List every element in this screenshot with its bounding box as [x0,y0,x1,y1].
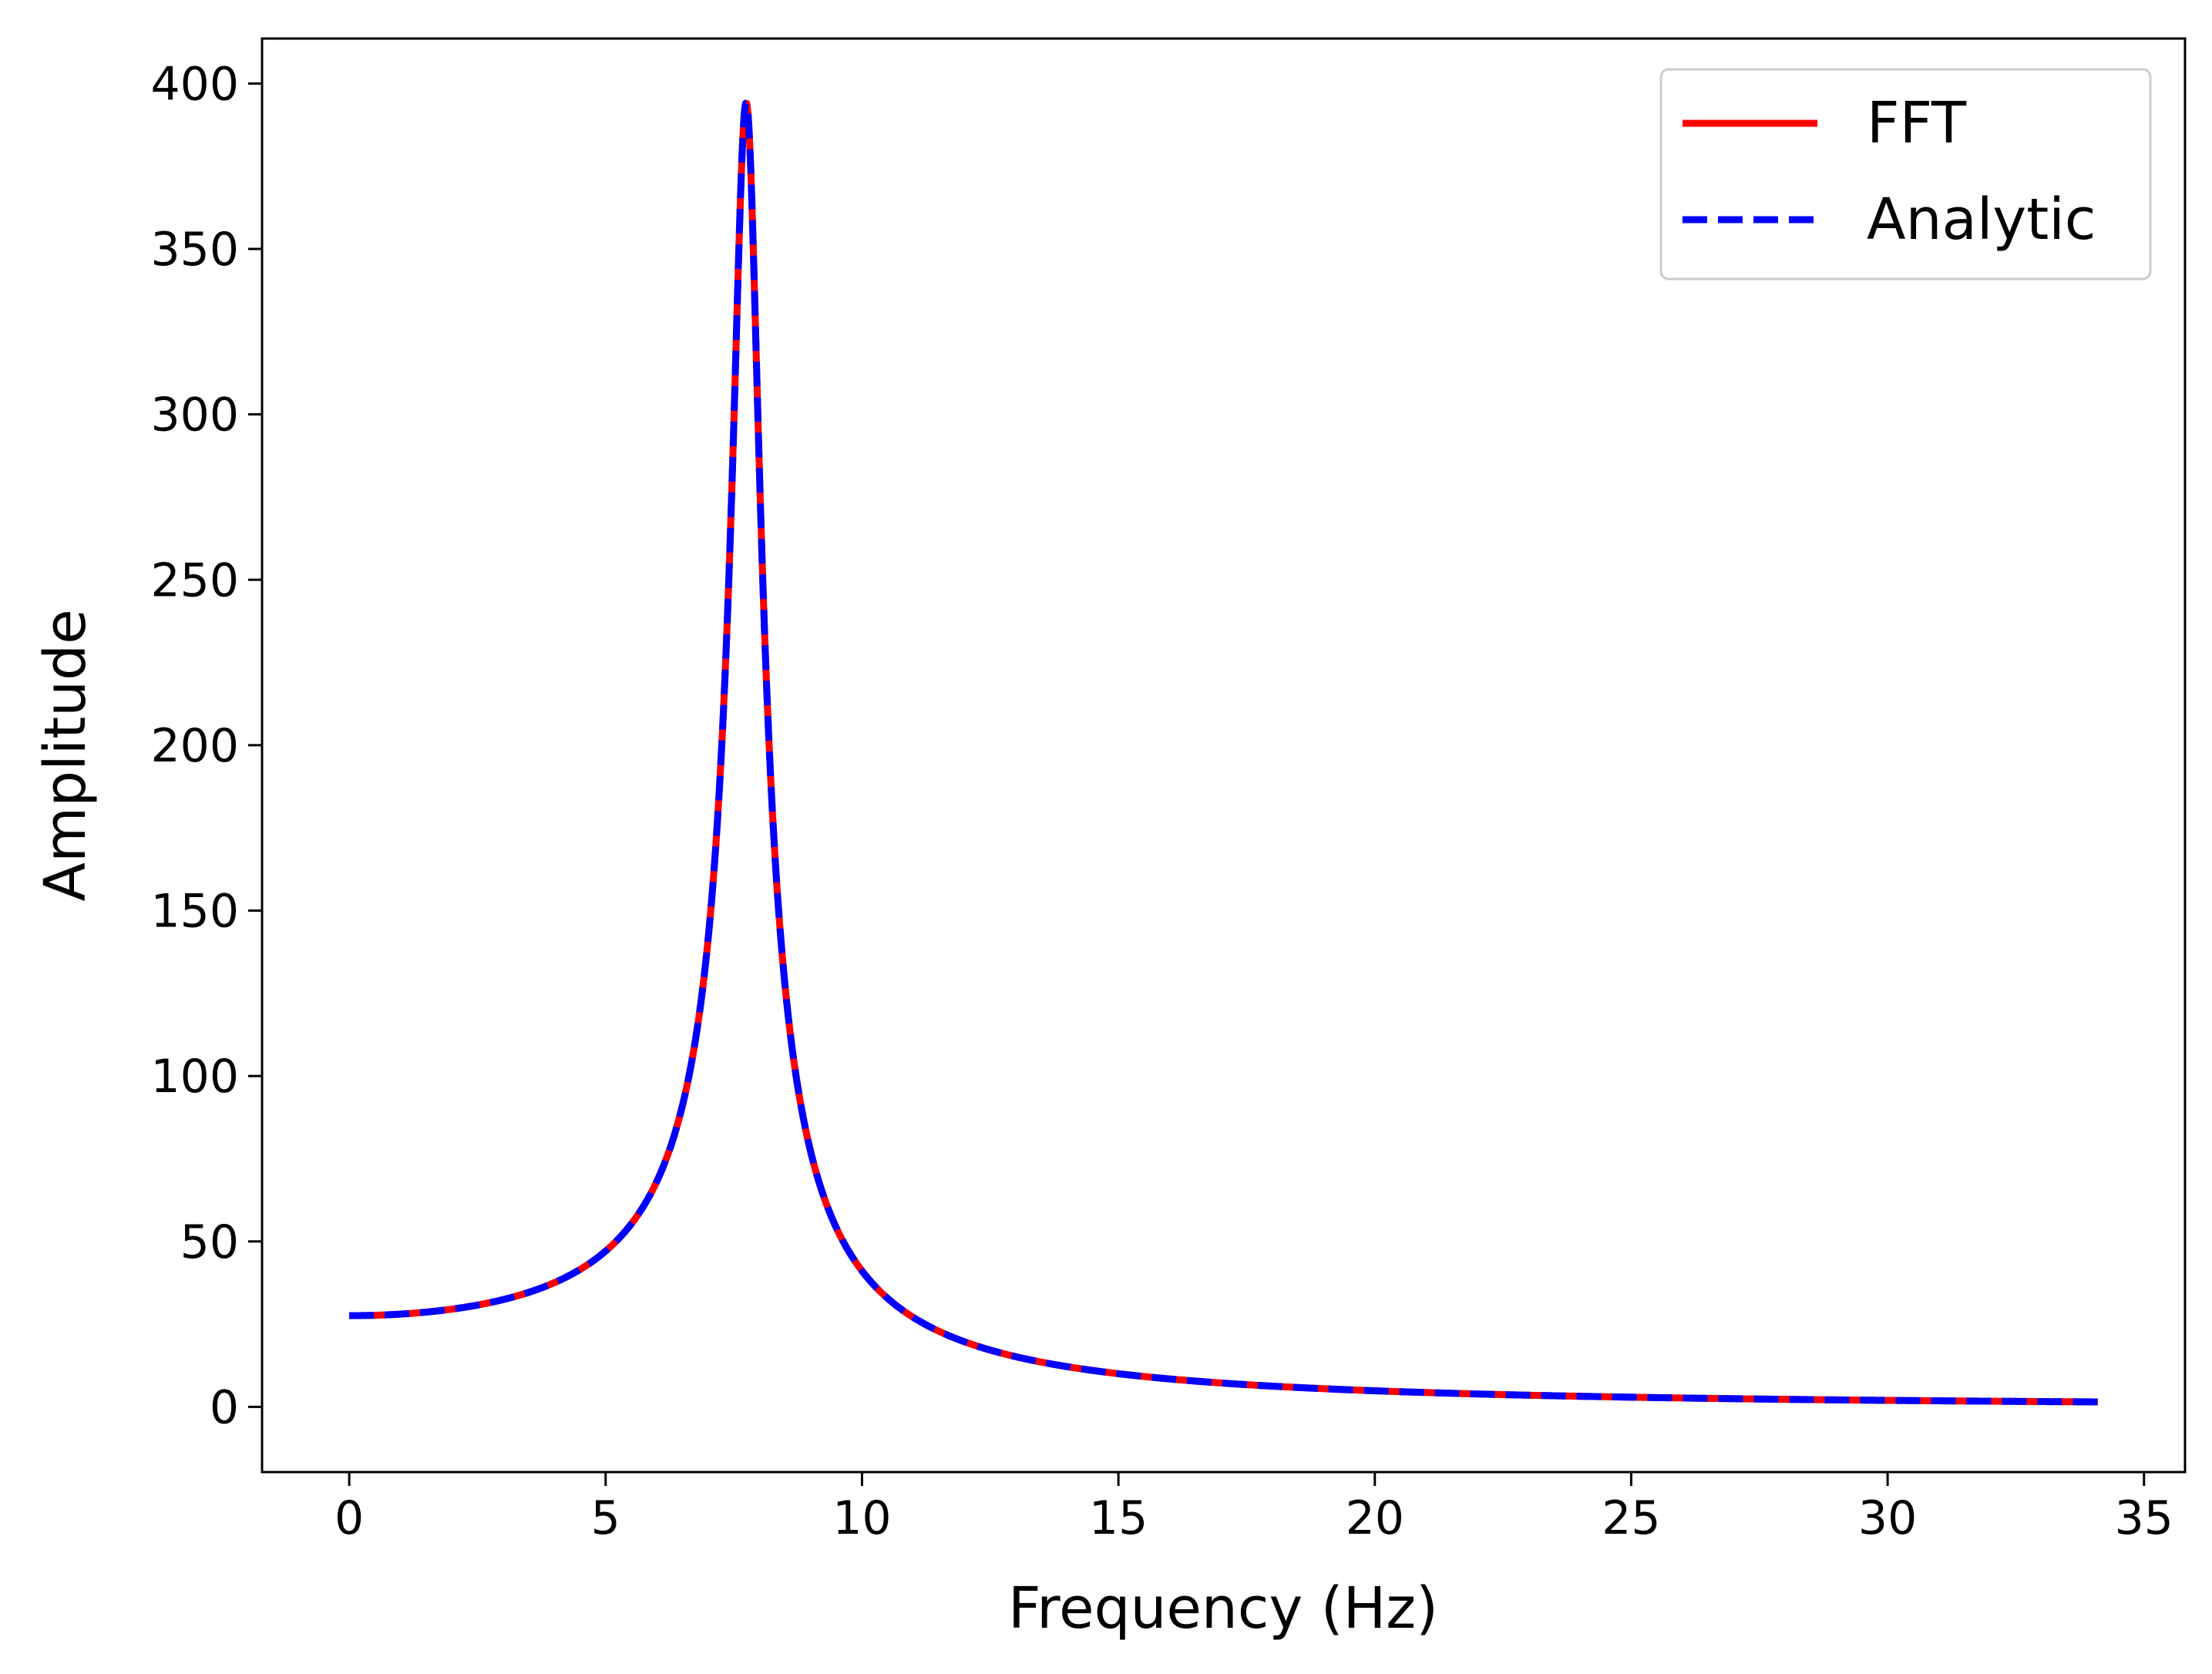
legend-label-analytic: Analytic [1867,187,2096,253]
y-tick-label: 150 [150,885,239,939]
x-axis-ticks: 0 5 10 15 20 25 30 35 [334,1472,2173,1545]
x-tick-label: 35 [2115,1491,2173,1545]
y-tick-label: 200 [150,719,239,773]
y-tick-label: 50 [180,1215,239,1269]
y-tick-label: 300 [150,388,239,442]
x-tick-label: 0 [334,1491,364,1545]
y-tick-label: 400 [150,57,239,111]
legend-label-fft: FFT [1867,90,1967,156]
plot-frame [261,37,2187,1474]
x-tick-label: 25 [1602,1491,1660,1545]
y-tick-label: 350 [150,223,239,277]
x-tick-label: 10 [832,1491,891,1545]
y-tick-label: 250 [150,553,239,607]
y-tick-label: 100 [150,1050,239,1104]
x-tick-label: 20 [1346,1491,1404,1545]
x-axis-label: Frequency (Hz) [1008,1575,1438,1642]
y-axis-label: Amplitude [32,609,99,901]
x-tick-label: 5 [591,1491,620,1545]
x-tick-label: 15 [1089,1491,1148,1545]
y-axis-ticks: 0 50 100 150 200 250 300 350 400 [150,57,262,1434]
legend: FFT Analytic [1659,68,2152,281]
y-tick-label: 0 [210,1380,239,1434]
x-tick-label: 30 [1858,1491,1917,1545]
series-line-analytic [349,99,2098,1406]
